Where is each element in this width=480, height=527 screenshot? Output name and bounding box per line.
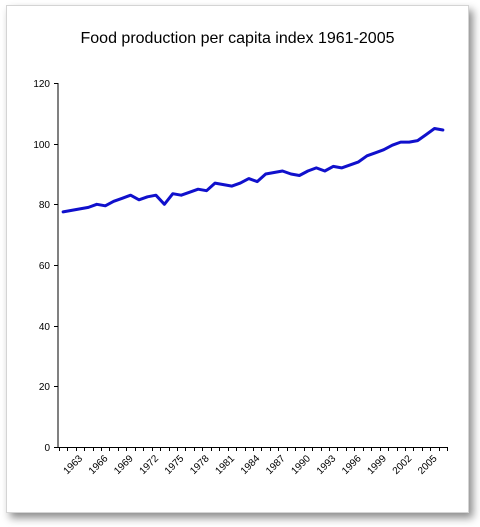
x-tick-label: 1990 <box>289 453 313 477</box>
x-tick-label: 1981 <box>214 453 238 477</box>
x-tick-label: 1993 <box>315 453 339 477</box>
x-tick-label: 1969 <box>112 453 136 477</box>
y-tick-label: 60 <box>39 261 51 272</box>
x-tick-label: 1996 <box>340 453 364 477</box>
x-tick-label: 1975 <box>163 453 187 477</box>
series-group <box>61 127 445 214</box>
x-tick-label: 1999 <box>365 453 389 477</box>
y-tick-label: 80 <box>39 200 51 211</box>
y-tick-label: 0 <box>44 443 50 454</box>
x-tick-label: 1972 <box>138 453 162 477</box>
series-line <box>61 127 445 214</box>
x-tick-label: 1987 <box>264 453 288 477</box>
y-axis: 0 20 40 60 80 100 120 <box>33 79 59 454</box>
chart-plot: 0 20 40 60 80 100 120 1963 1966 1969 1972 1975 1978… <box>33 79 448 477</box>
chart-frame: Food production per capita index 1961-20… <box>6 5 469 513</box>
y-tick-label: 120 <box>33 79 50 90</box>
x-tick-label: 1984 <box>239 453 263 477</box>
x-axis: 1963 1966 1969 1972 1975 1978 1981 1984 1987 1990… <box>58 447 448 477</box>
y-tick-label: 40 <box>39 322 51 333</box>
chart-title: Food production per capita index 1961-20… <box>80 30 395 47</box>
x-tick-label: 2005 <box>416 453 440 477</box>
y-tick-label: 100 <box>33 140 50 151</box>
x-tick-label: 1978 <box>188 453 212 477</box>
y-tick-label: 20 <box>39 382 51 393</box>
x-tick-label: 1966 <box>87 453 111 477</box>
x-tick-label: 1963 <box>62 453 86 477</box>
x-tick-label: 2002 <box>391 453 415 477</box>
